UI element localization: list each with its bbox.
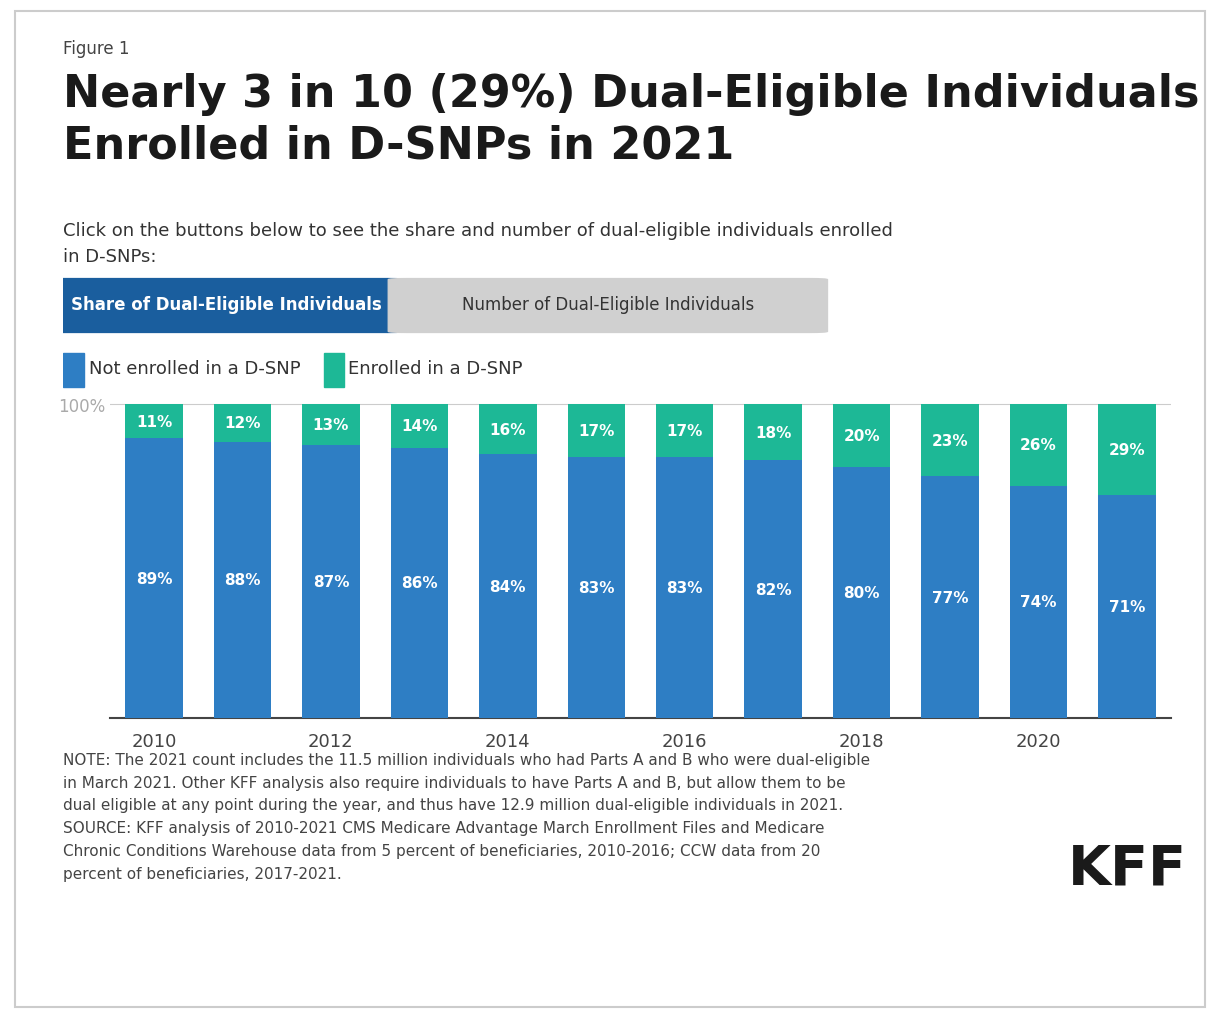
Bar: [303, 445, 360, 718]
Bar: [126, 439, 183, 718]
Text: 87%: 87%: [312, 575, 349, 589]
Text: 88%: 88%: [224, 573, 261, 588]
Text: 13%: 13%: [312, 418, 349, 432]
Text: 82%: 82%: [755, 582, 792, 597]
FancyBboxPatch shape: [45, 279, 406, 333]
FancyBboxPatch shape: [388, 279, 827, 333]
Text: 23%: 23%: [932, 433, 969, 448]
Bar: [744, 405, 802, 461]
Bar: [656, 405, 714, 458]
Text: 17%: 17%: [578, 424, 615, 439]
Text: KFF: KFF: [1068, 842, 1187, 895]
Text: 83%: 83%: [578, 581, 615, 596]
Text: 83%: 83%: [666, 581, 703, 596]
Text: 12%: 12%: [224, 416, 261, 431]
Text: 18%: 18%: [755, 425, 792, 440]
Text: Not enrolled in a D-SNP: Not enrolled in a D-SNP: [89, 360, 300, 377]
Bar: [567, 405, 625, 458]
Text: 86%: 86%: [401, 576, 438, 591]
Text: 11%: 11%: [135, 415, 172, 429]
Text: 80%: 80%: [843, 585, 880, 600]
Text: Enrolled in a D-SNP: Enrolled in a D-SNP: [348, 360, 522, 377]
Bar: [214, 405, 271, 442]
Bar: [390, 448, 448, 718]
Text: 29%: 29%: [1109, 442, 1146, 458]
Text: 20%: 20%: [843, 428, 880, 443]
Bar: [1098, 495, 1155, 718]
Text: 14%: 14%: [401, 419, 438, 434]
Text: 71%: 71%: [1109, 599, 1146, 614]
Bar: [126, 405, 183, 439]
Text: 17%: 17%: [666, 424, 703, 439]
Bar: [744, 461, 802, 718]
Bar: [1098, 405, 1155, 495]
Bar: [325, 354, 344, 387]
Bar: [1010, 486, 1068, 718]
Text: 74%: 74%: [1020, 595, 1057, 609]
Bar: [214, 442, 271, 718]
Bar: [303, 405, 360, 445]
Bar: [479, 405, 537, 454]
Text: NOTE: The 2021 count includes the 11.5 million individuals who had Parts A and B: NOTE: The 2021 count includes the 11.5 m…: [63, 752, 871, 880]
Bar: [921, 477, 978, 718]
Text: Share of Dual-Eligible Individuals: Share of Dual-Eligible Individuals: [71, 297, 382, 314]
Text: 89%: 89%: [135, 572, 172, 586]
Text: 84%: 84%: [489, 579, 526, 594]
Bar: [479, 454, 537, 718]
Text: 16%: 16%: [489, 422, 526, 437]
Bar: [567, 458, 625, 718]
Text: Click on the buttons below to see the share and number of dual-eligible individu: Click on the buttons below to see the sh…: [63, 222, 893, 266]
Text: 77%: 77%: [932, 590, 969, 605]
Text: 26%: 26%: [1020, 438, 1057, 452]
Bar: [656, 458, 714, 718]
Bar: [833, 405, 891, 468]
Bar: [833, 468, 891, 718]
Text: Nearly 3 in 10 (29%) Dual-Eligible Individuals
Enrolled in D-SNPs in 2021: Nearly 3 in 10 (29%) Dual-Eligible Indiv…: [63, 73, 1200, 168]
Bar: [63, 354, 83, 387]
Bar: [1010, 405, 1068, 486]
Text: Figure 1: Figure 1: [63, 40, 131, 58]
Bar: [390, 405, 448, 448]
Text: Number of Dual-Eligible Individuals: Number of Dual-Eligible Individuals: [461, 297, 754, 314]
Bar: [921, 405, 978, 477]
